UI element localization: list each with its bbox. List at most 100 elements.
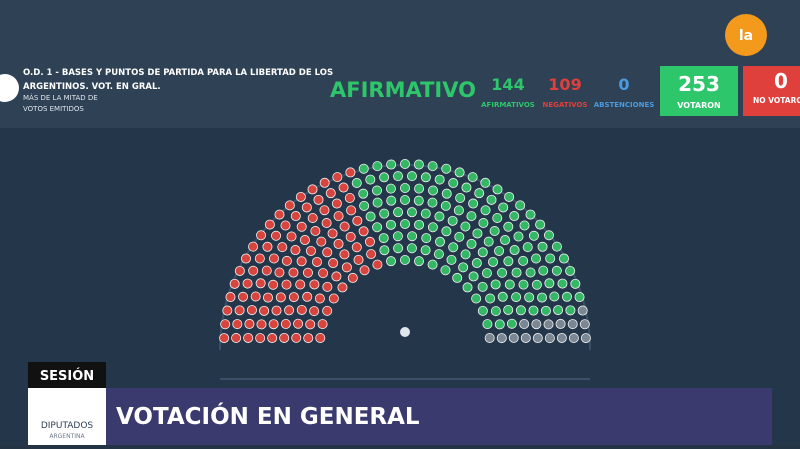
seat [467, 172, 478, 183]
seat [366, 249, 377, 260]
seat [551, 265, 562, 276]
seat [565, 265, 576, 276]
seat [262, 292, 273, 303]
seat [339, 221, 350, 232]
seat [234, 265, 245, 276]
seat [353, 254, 364, 265]
seat [468, 198, 479, 209]
org-name: ARGENTINA [49, 433, 85, 440]
seat [268, 319, 279, 330]
seat [509, 245, 520, 256]
seat [399, 254, 410, 265]
seat [337, 282, 348, 293]
seat [295, 191, 306, 202]
seat [291, 332, 302, 343]
seat [281, 279, 292, 290]
count: 0 [618, 75, 629, 94]
seat [579, 319, 590, 330]
session-box [28, 362, 106, 388]
seat [453, 205, 464, 216]
seat [386, 256, 397, 267]
seat [504, 191, 515, 202]
seat [242, 278, 253, 289]
seat [490, 306, 501, 317]
seat [446, 254, 457, 265]
count: 109 [548, 75, 581, 94]
org-box [28, 388, 106, 445]
seat [378, 233, 389, 244]
count: 0 [774, 69, 788, 93]
seat [461, 182, 472, 193]
seat [219, 333, 230, 344]
seat [333, 238, 344, 249]
seat [568, 333, 579, 344]
seat [525, 209, 536, 220]
seat [307, 184, 318, 195]
seat [466, 238, 477, 249]
seat [406, 243, 417, 254]
seat [460, 249, 471, 260]
seat [565, 305, 576, 316]
seat [480, 205, 491, 216]
seat [316, 236, 327, 247]
seat [540, 305, 551, 316]
seat [328, 293, 339, 304]
seat [399, 218, 410, 229]
org-name: DIPUTADOS [41, 421, 94, 431]
seat [379, 172, 390, 183]
channel-logo [725, 14, 767, 56]
seat [314, 293, 325, 304]
seat [280, 220, 291, 231]
seat [284, 305, 295, 316]
president-seat [400, 327, 410, 337]
seat [372, 197, 383, 208]
seat [553, 305, 564, 316]
seat [385, 219, 396, 230]
seat [452, 272, 463, 283]
seat [393, 243, 404, 254]
seat [525, 267, 536, 278]
seat [577, 305, 588, 316]
seat [358, 188, 369, 199]
seat [538, 265, 549, 276]
seat [500, 235, 511, 246]
seat [478, 218, 489, 229]
seat [420, 172, 431, 183]
seat [434, 174, 445, 185]
seat [440, 265, 451, 276]
seat [309, 279, 320, 290]
seat [498, 202, 509, 213]
seat [331, 198, 342, 209]
seat [341, 262, 352, 273]
seat [519, 220, 530, 231]
seat [321, 218, 332, 229]
seat [414, 183, 425, 194]
seat [441, 163, 452, 174]
seat [471, 293, 482, 304]
count-label: NEGATIVOS [543, 101, 588, 109]
seat [435, 236, 446, 247]
seat [274, 209, 285, 220]
seat [555, 318, 566, 329]
seat [427, 259, 438, 270]
seat [379, 245, 390, 256]
seat [492, 184, 503, 195]
seat [474, 188, 485, 199]
seat [567, 319, 578, 330]
seat [296, 304, 307, 315]
count-label: ABSTENCIONES [594, 101, 655, 109]
seat [441, 226, 452, 237]
seat [494, 245, 505, 256]
seat [268, 253, 279, 264]
seat [232, 319, 243, 330]
seat [240, 253, 251, 264]
count: 253 [678, 72, 720, 96]
seat [522, 242, 533, 253]
seat [262, 241, 273, 252]
seat [559, 253, 570, 264]
seat [385, 183, 396, 194]
seat [281, 255, 292, 266]
seat [399, 158, 410, 169]
seat [295, 279, 306, 290]
